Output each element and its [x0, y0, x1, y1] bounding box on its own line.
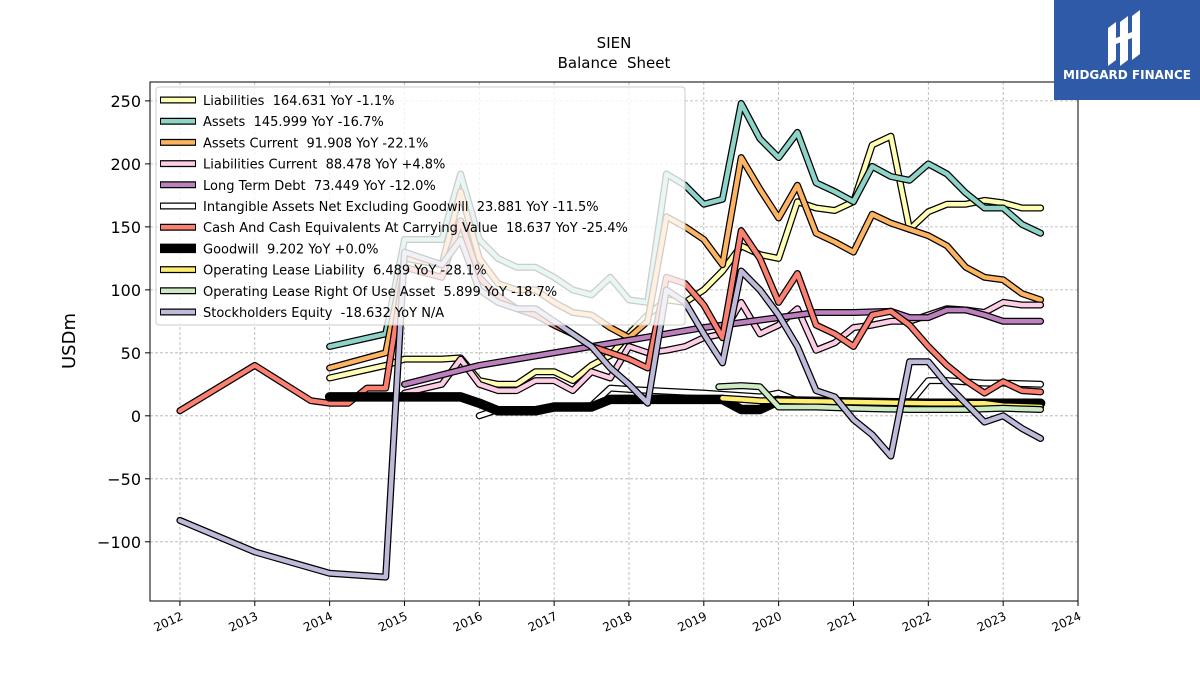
legend-label: Intangible Assets Net Excluding Goodwill… — [203, 200, 599, 215]
series-line-9 — [715, 382, 1045, 413]
chart-title: SIEN — [597, 34, 632, 52]
legend-label: Assets Current 91.908 YoY -22.1% — [203, 136, 428, 151]
legend-label: Goodwill 9.202 YoY +0.0% — [203, 242, 378, 257]
x-tick-label: 2019 — [675, 609, 709, 635]
chart-subtitle: Balance Sheet — [558, 54, 671, 72]
y-tick-label: 100 — [110, 281, 141, 300]
legend: Liabilities 164.631 YoY -1.1% Assets 145.… — [155, 86, 686, 326]
legend-entry: Long Term Debt 73.449 YoY -12.0% — [160, 179, 436, 194]
x-tick-label: 2015 — [376, 609, 410, 635]
x-tick-label: 2017 — [526, 609, 560, 635]
legend-entry: Stockholders Equity -18.632 YoY N/A — [160, 306, 444, 321]
legend-entry: Intangible Assets Net Excluding Goodwill… — [160, 200, 599, 215]
y-tick-label: −50 — [107, 470, 141, 489]
legend-label: Operating Lease Right Of Use Asset 5.899… — [203, 285, 557, 300]
midgard-finance-logo: MIDGARD FINANCE — [1054, 0, 1200, 100]
logo-mark-icon — [1108, 10, 1140, 66]
y-tick-label: −100 — [97, 533, 141, 552]
legend-entry: Liabilities 164.631 YoY -1.1% — [160, 94, 395, 109]
legend-entry: Operating Lease Liability 6.489 YoY -28.… — [160, 264, 487, 279]
legend-entry: Assets Current 91.908 YoY -22.1% — [160, 136, 428, 151]
legend-entry: Cash And Cash Equivalents At Carrying Va… — [160, 221, 628, 236]
x-tick-label: 2020 — [750, 609, 784, 635]
y-tick-label: 200 — [110, 155, 141, 174]
logo-text: MIDGARD FINANCE — [1063, 68, 1191, 82]
legend-label: Assets 145.999 YoY -16.7% — [203, 115, 384, 130]
legend-entry: Assets 145.999 YoY -16.7% — [160, 115, 384, 130]
x-tick-label: 2022 — [900, 609, 934, 635]
legend-label: Liabilities Current 88.478 YoY +4.8% — [203, 158, 445, 173]
x-tick-label: 2021 — [825, 609, 859, 635]
y-tick-label: 50 — [121, 344, 141, 363]
y-axis-label: USDm — [59, 313, 80, 369]
legend-entry: Operating Lease Right Of Use Asset 5.899… — [160, 285, 557, 300]
legend-label: Stockholders Equity -18.632 YoY N/A — [203, 306, 444, 321]
legend-box — [155, 86, 686, 326]
legend-entry: Liabilities Current 88.478 YoY +4.8% — [160, 158, 445, 173]
legend-entry: Goodwill 9.202 YoY +0.0% — [160, 242, 378, 257]
x-tick-label: 2018 — [601, 609, 635, 635]
plot-area — [176, 99, 1046, 581]
series-line-8 — [719, 394, 1045, 411]
x-tick-label: 2013 — [226, 609, 260, 635]
series-line-0 — [326, 132, 1045, 388]
plot-frame — [149, 81, 1079, 602]
x-tick-label: 2024 — [1050, 609, 1084, 635]
legend-label: Operating Lease Liability 6.489 YoY -28.… — [203, 264, 487, 279]
x-tick-label: 2016 — [451, 609, 485, 635]
x-tick-label: 2023 — [975, 609, 1009, 635]
y-tick-label: 0 — [131, 407, 141, 426]
legend-label: Cash And Cash Equivalents At Carrying Va… — [203, 221, 628, 236]
legend-label: Long Term Debt 73.449 YoY -12.0% — [203, 179, 436, 194]
x-tick-label: 2012 — [152, 609, 186, 635]
y-tick-label: 250 — [110, 92, 141, 111]
legend-label: Liabilities 164.631 YoY -1.1% — [203, 94, 395, 109]
y-tick-label: 150 — [110, 218, 141, 237]
x-tick-label: 2014 — [301, 609, 335, 635]
